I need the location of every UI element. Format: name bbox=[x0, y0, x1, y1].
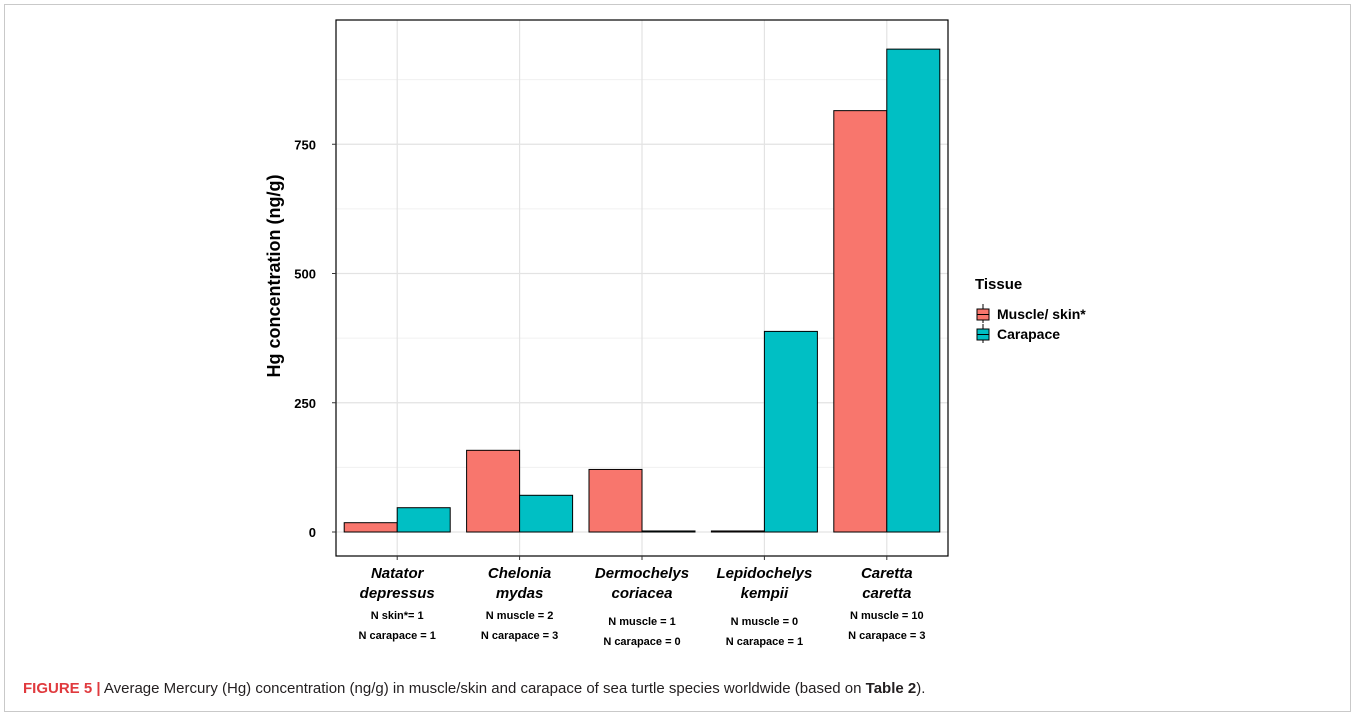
x-category-note: N carapace = 1 bbox=[726, 636, 803, 648]
bar bbox=[886, 48, 941, 533]
y-tick-label: 250 bbox=[294, 396, 316, 411]
x-category-label: coriacea bbox=[612, 585, 673, 602]
x-category-note: N carapace = 0 bbox=[603, 636, 680, 648]
bar bbox=[763, 330, 818, 533]
bar-chart: 0 250 500 750 Hg concentration (ng/g) Natator… bbox=[264, 19, 1086, 648]
x-category-label: Chelonia bbox=[488, 565, 551, 582]
x-category-label: Dermochelys bbox=[595, 565, 689, 582]
y-axis-label: Hg concentration (ng/g) bbox=[264, 175, 284, 378]
bar bbox=[396, 507, 451, 533]
x-category-label: Natator bbox=[371, 565, 425, 582]
y-tick-label: 0 bbox=[309, 525, 316, 540]
x-category-note: N muscle = 10 bbox=[850, 610, 924, 622]
caption-text: Average Mercury (Hg) concentration (ng/g… bbox=[100, 680, 866, 697]
caption-label: FIGURE 5 | bbox=[23, 680, 101, 697]
x-category-note: N muscle = 1 bbox=[608, 616, 676, 628]
bar bbox=[833, 110, 888, 533]
x-category-note: N carapace = 3 bbox=[848, 630, 925, 642]
x-category-note: N carapace = 1 bbox=[359, 630, 436, 642]
x-category-note: N skin*= 1 bbox=[371, 610, 424, 622]
figure-caption: FIGURE 5 | Average Mercury (Hg) concentr… bbox=[23, 680, 1333, 697]
legend-label: Muscle/ skin* bbox=[997, 306, 1086, 322]
bar bbox=[343, 522, 398, 533]
y-tick-label: 750 bbox=[294, 137, 316, 152]
y-tick-label: 500 bbox=[294, 267, 316, 282]
x-category-note: N muscle = 0 bbox=[731, 616, 799, 628]
caption-table-ref: Table 2 bbox=[865, 680, 917, 697]
legend-label: Carapace bbox=[997, 326, 1060, 342]
x-category-label: Lepidochelys bbox=[716, 565, 812, 582]
bar bbox=[519, 494, 574, 533]
x-category-label: Caretta bbox=[861, 565, 913, 582]
caption-text-end: ). bbox=[916, 680, 926, 697]
x-category-note: N carapace = 3 bbox=[481, 630, 558, 642]
x-category-label: kempii bbox=[741, 585, 789, 602]
bar bbox=[641, 530, 696, 533]
x-category-label: caretta bbox=[862, 585, 911, 602]
x-category-label: depressus bbox=[360, 585, 435, 602]
figure-frame bbox=[4, 4, 1351, 712]
x-category-label: mydas bbox=[496, 585, 544, 602]
x-category-note: N muscle = 2 bbox=[486, 610, 554, 622]
bar bbox=[466, 449, 521, 533]
bar bbox=[710, 530, 765, 533]
bar bbox=[588, 468, 643, 533]
legend-title: Tissue bbox=[975, 276, 1022, 293]
